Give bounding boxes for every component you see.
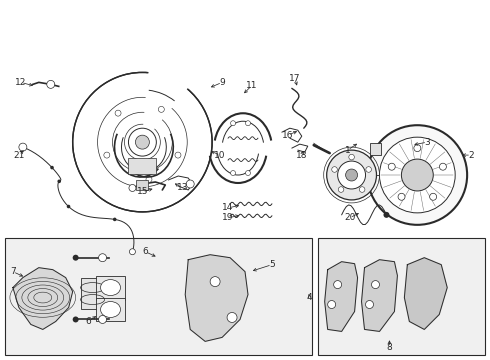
Circle shape — [129, 184, 136, 192]
Text: 17: 17 — [289, 74, 300, 83]
Circle shape — [430, 193, 437, 200]
Circle shape — [47, 80, 55, 88]
Circle shape — [67, 205, 71, 208]
Ellipse shape — [100, 302, 121, 318]
Circle shape — [129, 249, 135, 255]
Circle shape — [359, 187, 365, 192]
Circle shape — [115, 110, 121, 116]
Text: 13: 13 — [176, 184, 188, 193]
Circle shape — [371, 280, 379, 289]
Text: 11: 11 — [246, 81, 258, 90]
Circle shape — [440, 163, 446, 170]
Bar — [96, 298, 125, 321]
Circle shape — [338, 161, 366, 189]
Circle shape — [50, 166, 54, 169]
Circle shape — [73, 316, 78, 323]
Circle shape — [158, 106, 164, 112]
Circle shape — [135, 135, 149, 149]
Circle shape — [227, 312, 237, 323]
Polygon shape — [13, 268, 73, 329]
Circle shape — [401, 159, 433, 191]
Circle shape — [231, 171, 236, 176]
Circle shape — [98, 254, 106, 262]
Text: 3: 3 — [424, 138, 430, 147]
Circle shape — [210, 276, 220, 287]
Circle shape — [366, 167, 371, 172]
Circle shape — [73, 255, 78, 261]
Circle shape — [146, 176, 152, 183]
Bar — [81, 278, 104, 310]
Text: 7: 7 — [10, 267, 16, 276]
Text: 6: 6 — [143, 247, 148, 256]
Circle shape — [366, 301, 373, 309]
Polygon shape — [325, 262, 358, 332]
Circle shape — [398, 193, 405, 200]
Circle shape — [349, 154, 354, 160]
Polygon shape — [185, 255, 248, 341]
Circle shape — [113, 217, 117, 221]
Text: 6: 6 — [86, 317, 92, 326]
Circle shape — [245, 171, 250, 176]
Bar — [136, 180, 148, 190]
Text: 1: 1 — [345, 145, 350, 154]
Circle shape — [98, 315, 106, 323]
Circle shape — [327, 150, 376, 200]
Circle shape — [128, 128, 156, 156]
Bar — [128, 158, 156, 174]
Text: 18: 18 — [296, 150, 308, 159]
Circle shape — [332, 167, 337, 172]
Bar — [5, 238, 312, 355]
Circle shape — [345, 169, 358, 181]
Wedge shape — [143, 71, 189, 142]
Polygon shape — [362, 260, 397, 332]
Text: 21: 21 — [13, 150, 24, 159]
Circle shape — [368, 125, 467, 225]
Text: 20: 20 — [344, 213, 355, 222]
Text: 19: 19 — [222, 213, 234, 222]
Text: 14: 14 — [222, 203, 234, 212]
Circle shape — [328, 301, 336, 309]
Circle shape — [231, 121, 236, 126]
Circle shape — [245, 121, 250, 126]
Text: 9: 9 — [219, 78, 225, 87]
Text: 5: 5 — [269, 260, 275, 269]
Bar — [96, 276, 125, 300]
Text: 12: 12 — [15, 78, 26, 87]
Circle shape — [19, 143, 27, 151]
Circle shape — [379, 137, 455, 213]
Text: 15: 15 — [137, 188, 148, 197]
Text: 2: 2 — [468, 150, 474, 159]
Circle shape — [57, 180, 61, 183]
Circle shape — [384, 212, 390, 218]
Circle shape — [414, 145, 421, 152]
Circle shape — [175, 152, 181, 158]
Circle shape — [186, 180, 194, 188]
Circle shape — [104, 152, 110, 158]
Circle shape — [388, 163, 395, 170]
Circle shape — [334, 280, 342, 289]
Bar — [369, 143, 382, 155]
Text: 4: 4 — [307, 293, 313, 302]
Ellipse shape — [100, 280, 121, 296]
Text: 16: 16 — [282, 131, 294, 140]
Bar — [318, 238, 485, 355]
Circle shape — [338, 187, 344, 192]
Polygon shape — [404, 258, 447, 329]
Text: 10: 10 — [214, 150, 226, 159]
Text: 8: 8 — [387, 343, 392, 352]
